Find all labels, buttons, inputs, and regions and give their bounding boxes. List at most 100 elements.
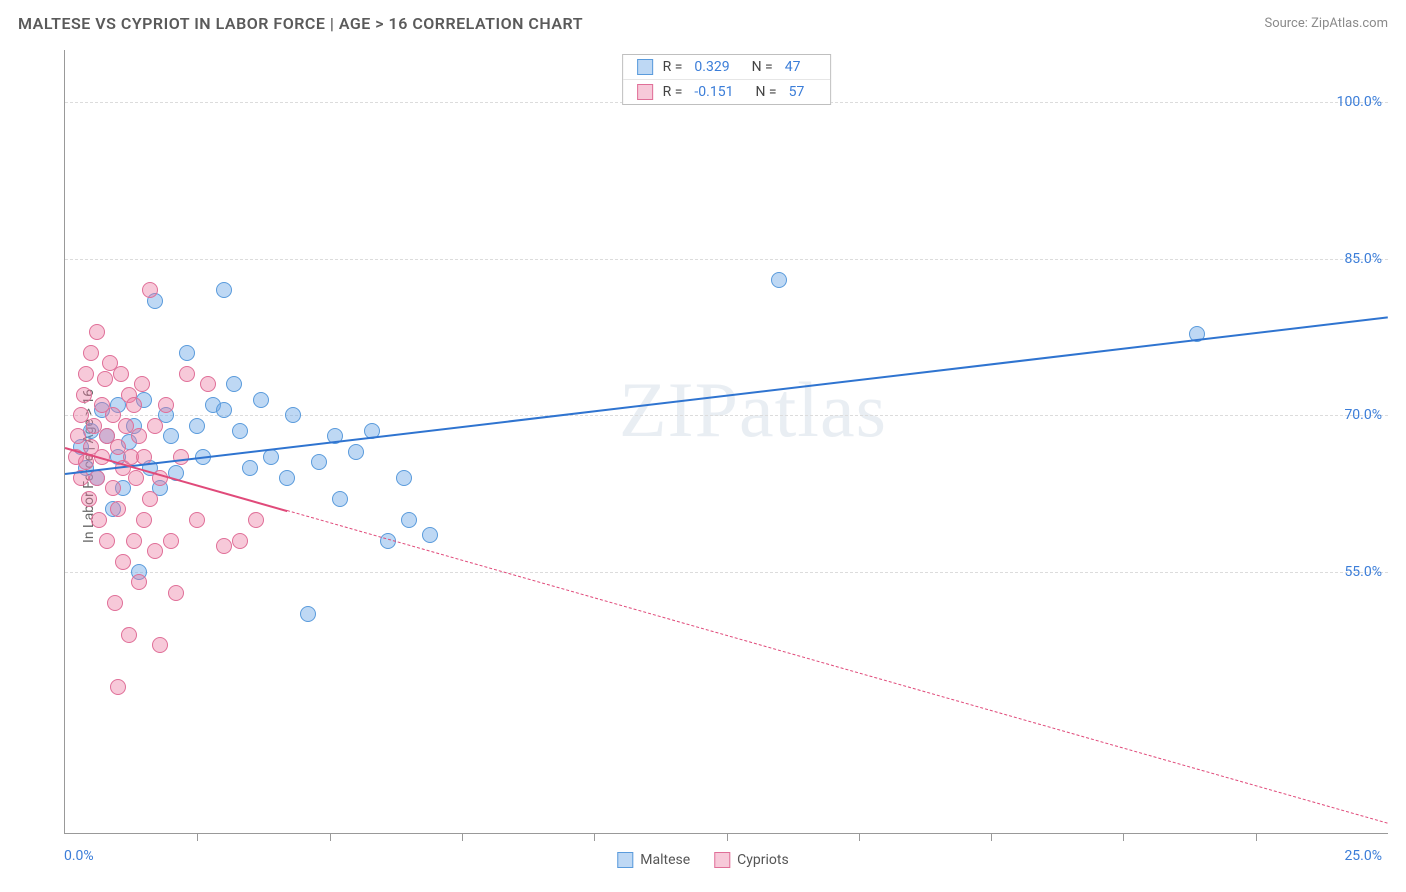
x-tick xyxy=(462,833,463,841)
data-point xyxy=(279,470,295,486)
n-value: 47 xyxy=(785,59,801,75)
data-point xyxy=(163,533,179,549)
data-point xyxy=(179,345,195,361)
trend-line xyxy=(287,510,1388,824)
data-point xyxy=(126,533,142,549)
legend-row: R = 0.329 N = 47 xyxy=(623,55,831,79)
data-point xyxy=(189,512,205,528)
data-point xyxy=(113,366,129,382)
y-tick-label: 55.0% xyxy=(1344,564,1382,580)
x-tick xyxy=(1256,833,1257,841)
legend-swatch xyxy=(617,852,633,868)
legend-row: R = -0.151 N = 57 xyxy=(623,79,831,104)
legend-swatch xyxy=(637,84,653,100)
n-label: N = xyxy=(755,84,776,100)
data-point xyxy=(216,538,232,554)
chart-title: MALTESE VS CYPRIOT IN LABOR FORCE | AGE … xyxy=(18,14,583,33)
data-point xyxy=(128,470,144,486)
data-point xyxy=(232,533,248,549)
legend-swatch xyxy=(714,852,730,868)
r-value: -0.151 xyxy=(694,84,733,100)
x-tick xyxy=(991,833,992,841)
legend-label: Maltese xyxy=(640,852,690,868)
x-tick xyxy=(330,833,331,841)
gridline xyxy=(65,259,1388,260)
data-point xyxy=(226,376,242,392)
correlation-legend: R = 0.329 N = 47 R = -0.151 N = 57 xyxy=(622,54,832,105)
data-point xyxy=(131,428,147,444)
n-label: N = xyxy=(752,59,773,75)
y-tick-label: 70.0% xyxy=(1344,407,1382,423)
data-point xyxy=(332,491,348,507)
data-point xyxy=(110,679,126,695)
x-tick xyxy=(197,833,198,841)
series-legend: Maltese Cypriots xyxy=(617,852,788,868)
plot-region: ZIPatlas R = 0.329 N = 47 R = -0.151 N = 57 55.… xyxy=(64,50,1388,834)
chart-header: MALTESE VS CYPRIOT IN LABOR FORCE | AGE … xyxy=(0,0,1406,43)
data-point xyxy=(216,402,232,418)
data-point xyxy=(107,595,123,611)
data-point xyxy=(285,407,301,423)
n-value: 57 xyxy=(789,84,805,100)
data-point xyxy=(83,345,99,361)
data-point xyxy=(179,366,195,382)
data-point xyxy=(253,392,269,408)
gridline xyxy=(65,415,1388,416)
data-point xyxy=(91,512,107,528)
data-point xyxy=(348,444,364,460)
data-point xyxy=(134,376,150,392)
chart-area: In Labor Force | Age > 16 ZIPatlas R =0.… xyxy=(18,50,1388,882)
data-point xyxy=(771,272,787,288)
data-point xyxy=(242,460,258,476)
data-point xyxy=(97,371,113,387)
watermark: ZIPatlas xyxy=(619,365,887,455)
data-point xyxy=(158,397,174,413)
x-tick xyxy=(859,833,860,841)
data-point xyxy=(311,454,327,470)
data-point xyxy=(115,554,131,570)
data-point xyxy=(110,501,126,517)
data-point xyxy=(163,428,179,444)
data-point xyxy=(142,282,158,298)
legend-label: Cypriots xyxy=(737,852,789,868)
chart-source: Source: ZipAtlas.com xyxy=(1264,16,1388,31)
data-point xyxy=(263,449,279,465)
data-point xyxy=(76,387,92,403)
data-point xyxy=(99,533,115,549)
legend-item: Cypriots xyxy=(714,852,789,868)
r-value: 0.329 xyxy=(694,59,729,75)
data-point xyxy=(81,491,97,507)
data-point xyxy=(89,470,105,486)
data-point xyxy=(396,470,412,486)
data-point xyxy=(131,574,147,590)
data-point xyxy=(105,480,121,496)
x-tick xyxy=(594,833,595,841)
data-point xyxy=(189,418,205,434)
r-label: R = xyxy=(663,84,683,100)
y-tick-label: 85.0% xyxy=(1344,251,1382,267)
data-point xyxy=(147,543,163,559)
x-tick xyxy=(1123,833,1124,841)
data-point xyxy=(173,449,189,465)
data-point xyxy=(136,512,152,528)
data-point xyxy=(142,491,158,507)
data-point xyxy=(248,512,264,528)
data-point xyxy=(216,282,232,298)
data-point xyxy=(401,512,417,528)
legend-swatch xyxy=(637,59,653,75)
data-point xyxy=(78,366,94,382)
data-point xyxy=(422,527,438,543)
data-point xyxy=(121,627,137,643)
data-point xyxy=(300,606,316,622)
x-axis-min-label: 0.0% xyxy=(64,848,94,864)
data-point xyxy=(168,585,184,601)
x-tick xyxy=(727,833,728,841)
data-point xyxy=(200,376,216,392)
legend-item: Maltese xyxy=(617,852,690,868)
r-label: R = xyxy=(663,59,683,75)
gridline xyxy=(65,572,1388,573)
data-point xyxy=(232,423,248,439)
data-point xyxy=(147,418,163,434)
data-point xyxy=(126,397,142,413)
y-tick-label: 100.0% xyxy=(1337,94,1382,110)
